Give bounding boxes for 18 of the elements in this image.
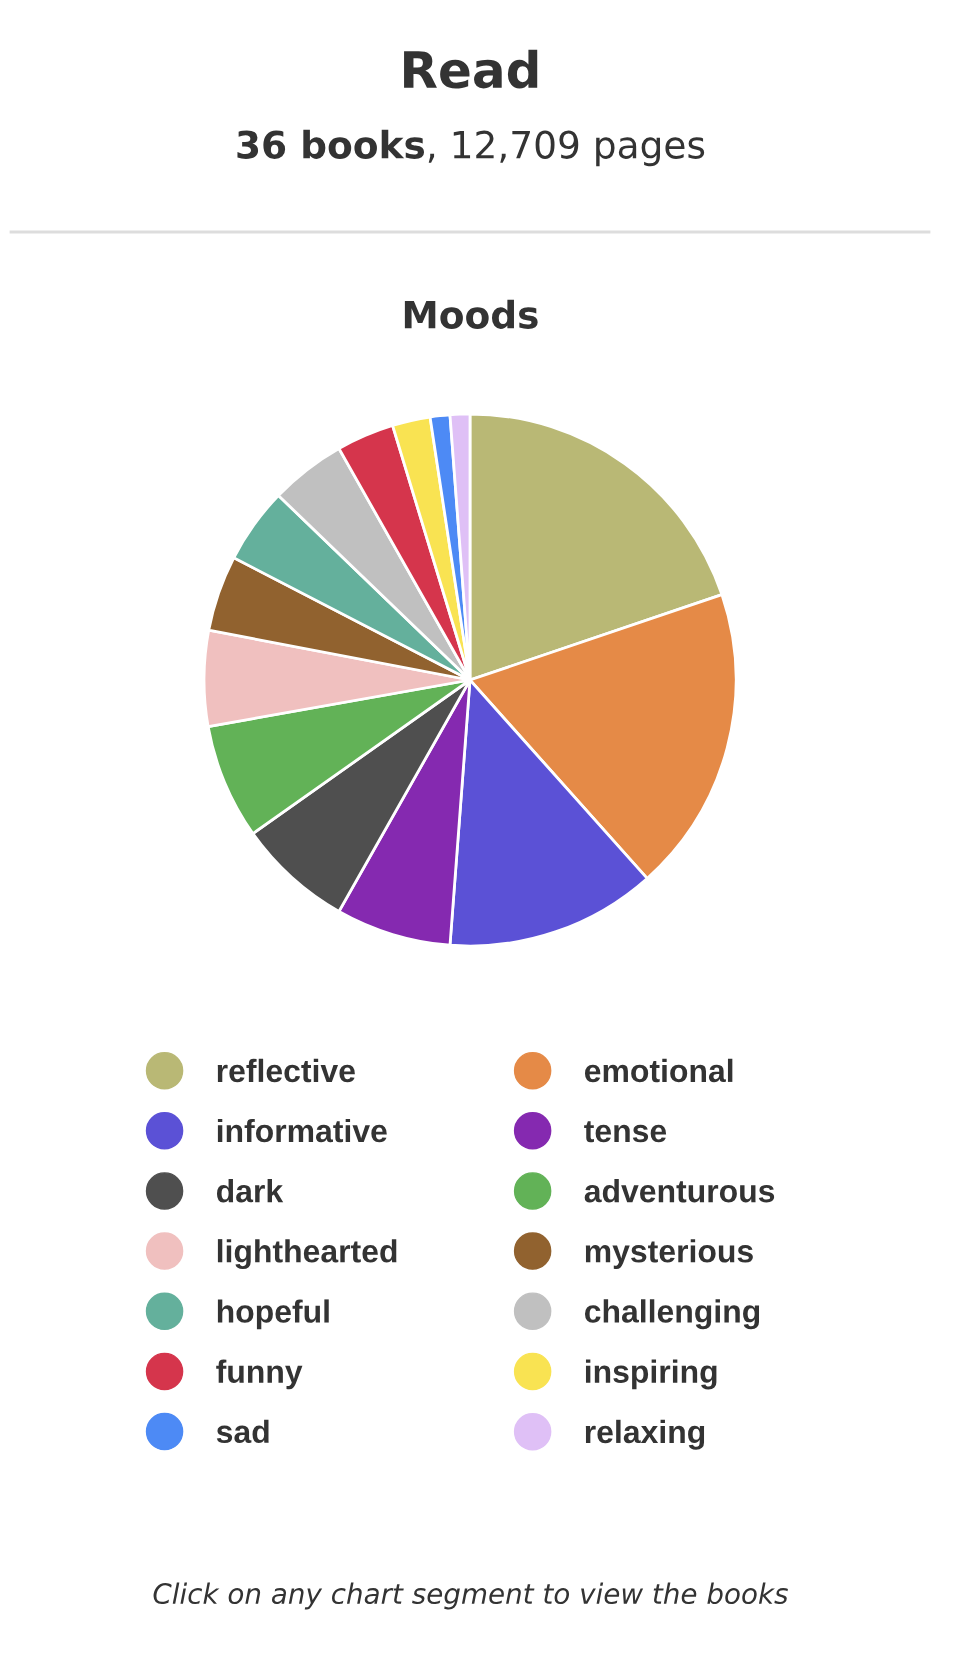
legend-label: mysterious [585, 1239, 753, 1269]
chart-subtitle: 36 books, 12,709 pages [237, 129, 705, 167]
chart-title: Read [404, 49, 538, 89]
text: Click on any chart segment to view the books [153, 1582, 788, 1610]
legend-label: lighthearted [217, 1239, 397, 1270]
legend-label: tense [584, 1121, 667, 1143]
legend-label: emotional [584, 1058, 733, 1083]
legend-label: inspiring [585, 1359, 717, 1390]
legend-label: sad [216, 1419, 269, 1444]
legend-label: reflective [217, 1058, 355, 1083]
legend-label: challenging [584, 1299, 760, 1330]
legend-label: dark [216, 1179, 284, 1203]
legend-label: adventurous [584, 1179, 775, 1203]
legend-label: informative [217, 1118, 387, 1143]
legend-label: relaxing [585, 1419, 705, 1450]
legend-label: hopeful [217, 1299, 329, 1330]
text: Moods [404, 299, 538, 329]
legend-label: funny [216, 1359, 303, 1390]
